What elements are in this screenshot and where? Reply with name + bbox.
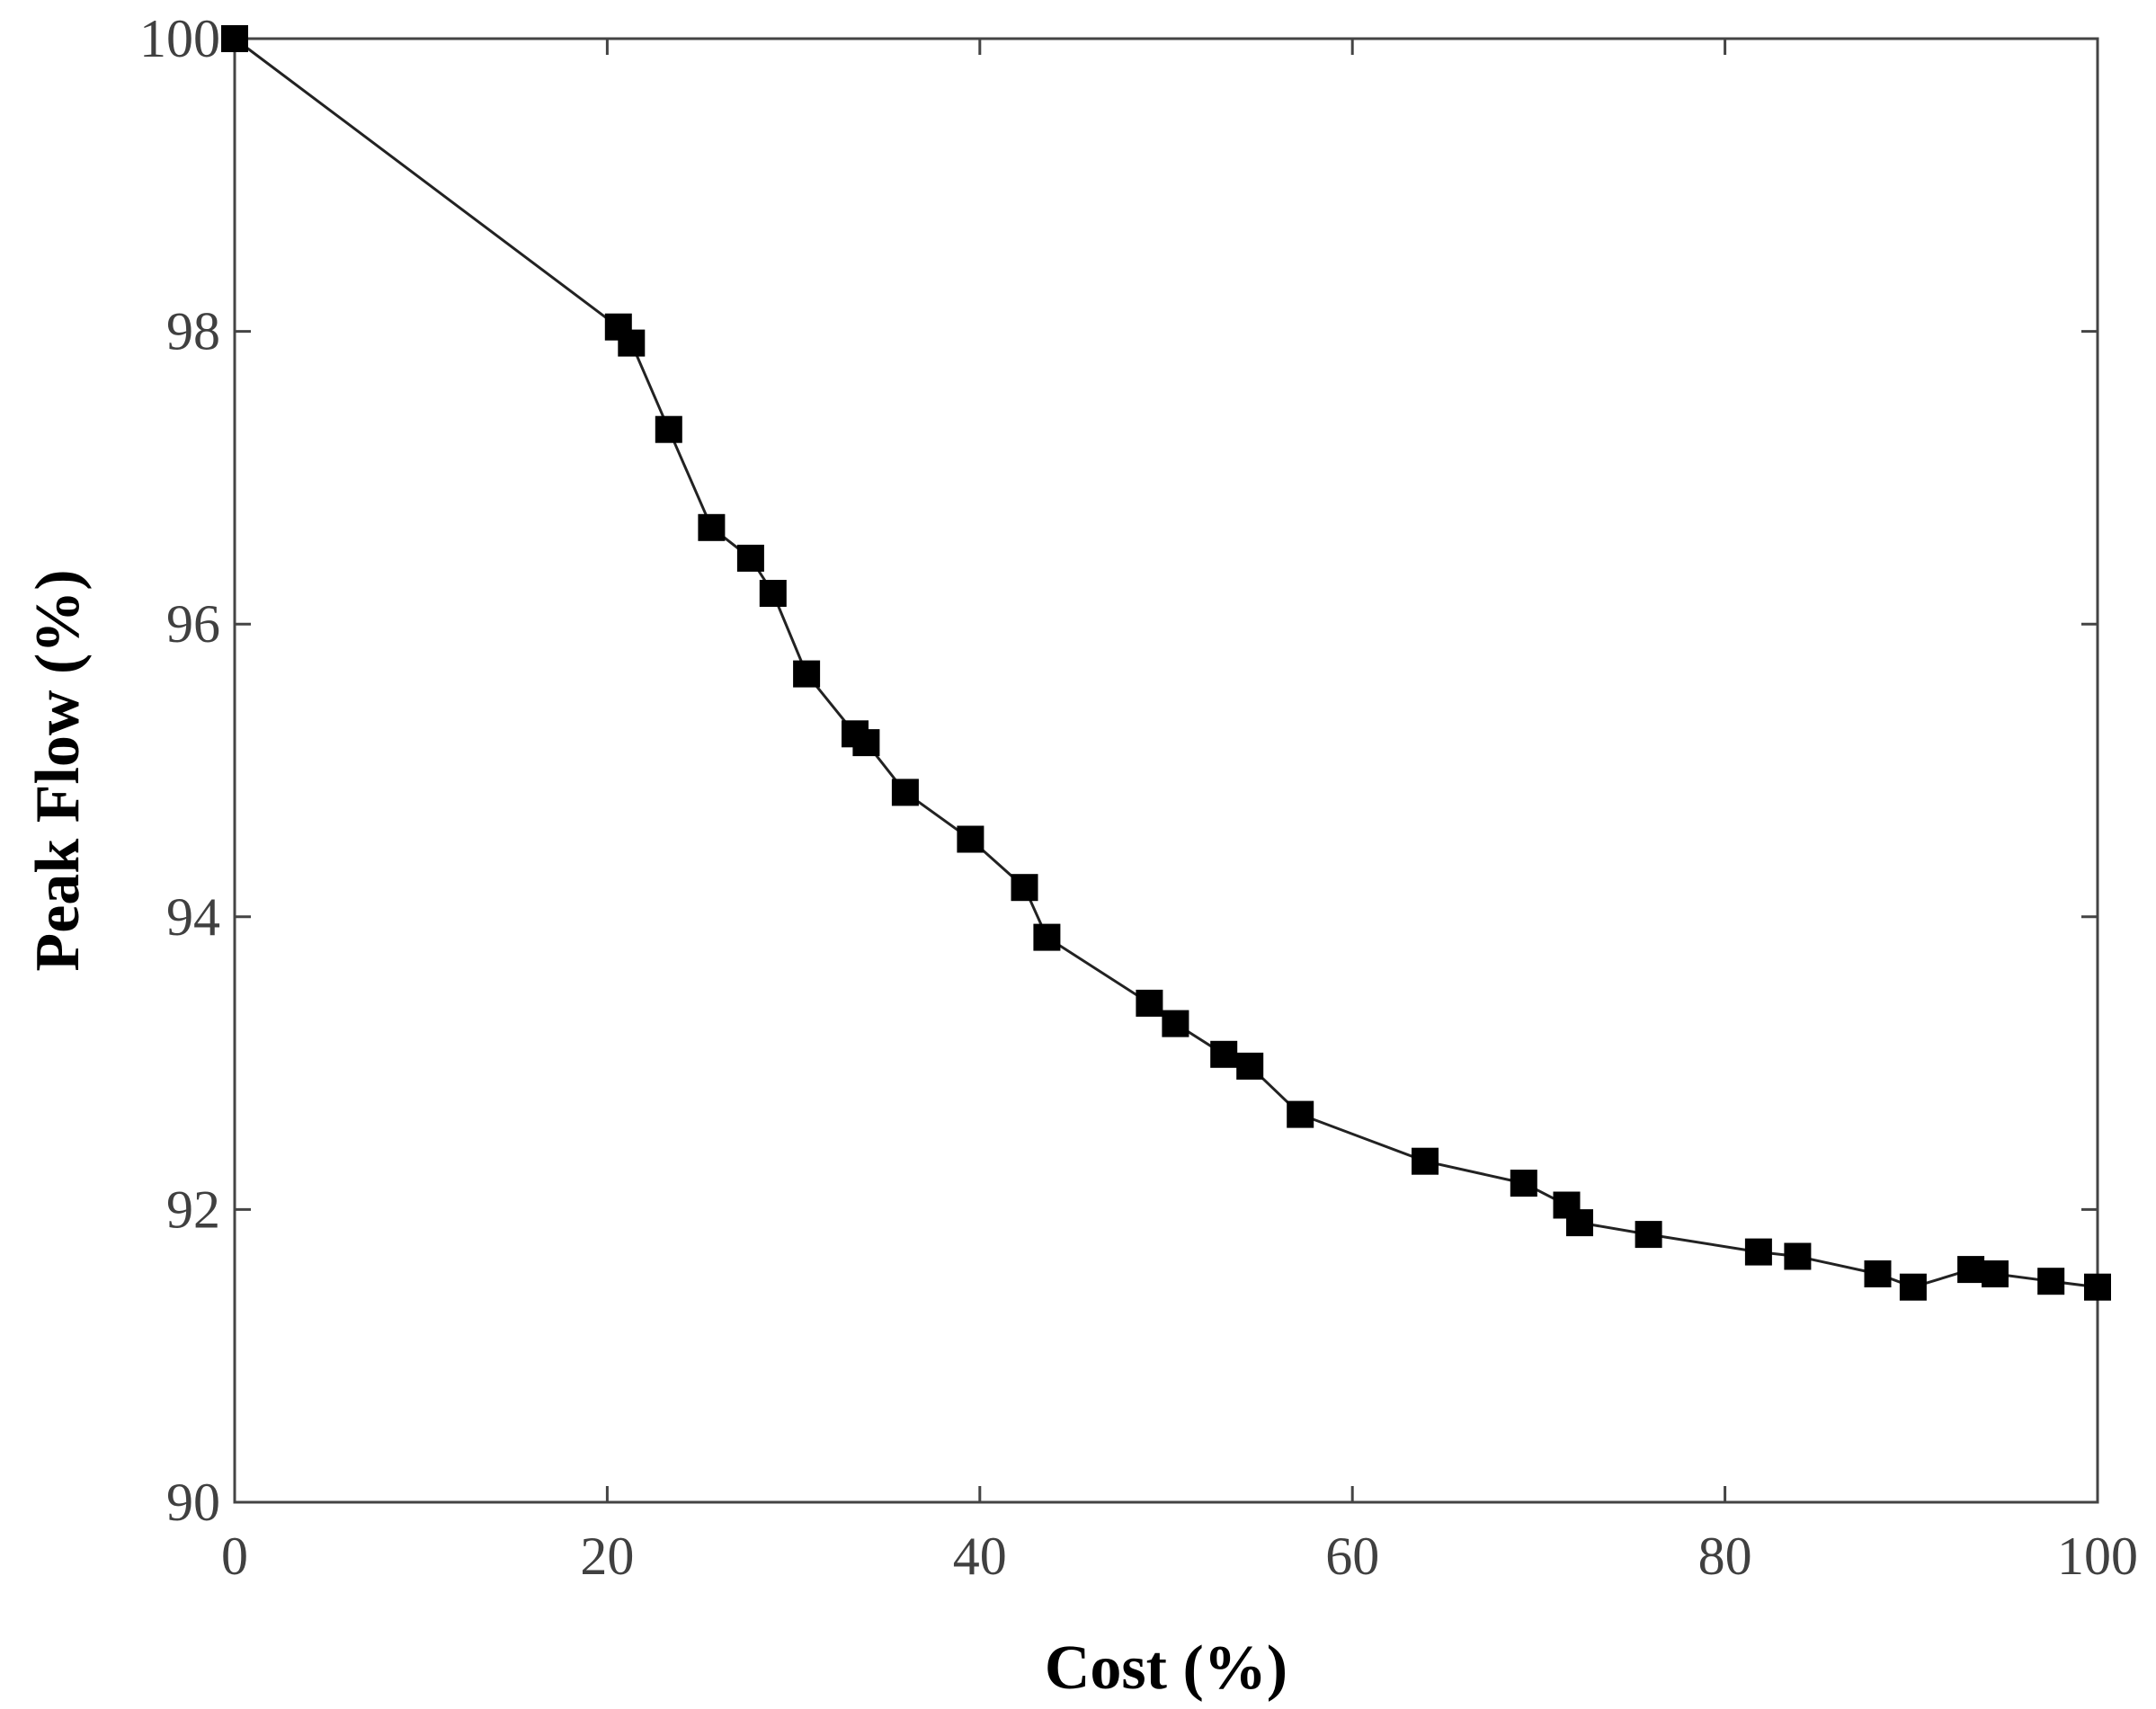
y-tick-label: 92 <box>166 1179 220 1239</box>
data-point-marker <box>1784 1242 1812 1270</box>
y-tick-label: 90 <box>166 1473 220 1532</box>
data-point-marker <box>1899 1273 1927 1301</box>
data-point-marker <box>1136 989 1163 1017</box>
data-point-marker <box>1287 1100 1314 1128</box>
y-axis-title: Peak Flow (%) <box>23 569 93 971</box>
data-point-marker <box>618 329 646 357</box>
y-tick-label: 94 <box>166 887 220 947</box>
data-point-marker <box>2084 1273 2111 1301</box>
x-tick-label: 0 <box>221 1527 248 1586</box>
data-point-marker <box>957 825 984 853</box>
data-point-marker <box>759 580 787 607</box>
x-tick-label: 40 <box>953 1527 1007 1586</box>
y-tick-label: 100 <box>139 9 220 68</box>
data-point-marker <box>1982 1260 2009 1287</box>
data-point-marker <box>2037 1268 2065 1295</box>
x-axis-title: Cost (%) <box>1045 1633 1287 1703</box>
data-point-marker <box>736 544 764 572</box>
data-point-marker <box>698 513 726 541</box>
data-point-marker <box>1957 1256 1985 1284</box>
data-point-marker <box>1635 1221 1662 1249</box>
data-point-marker <box>1011 874 1038 902</box>
axis-tick-labels: 0 20 40 60 80 100 90 92 94 96 98 100 <box>139 9 2138 1586</box>
data-point-marker <box>1033 923 1061 951</box>
data-point-marker <box>1744 1238 1772 1266</box>
data-point-marker <box>891 779 919 806</box>
x-tick-label: 100 <box>2057 1527 2138 1586</box>
x-tick-label: 80 <box>1698 1527 1752 1586</box>
x-tick-label: 60 <box>1325 1527 1379 1586</box>
y-tick-label: 98 <box>166 302 220 361</box>
data-point-marker <box>1566 1209 1593 1237</box>
data-point-marker <box>793 660 821 688</box>
plot-area <box>233 37 2099 1504</box>
data-point-marker <box>1412 1147 1439 1175</box>
data-point-marker <box>1210 1040 1238 1068</box>
data-point-marker <box>852 729 880 757</box>
x-tick-label: 20 <box>580 1527 634 1586</box>
data-point-marker <box>1864 1260 1892 1287</box>
data-point-marker <box>1510 1170 1537 1197</box>
y-tick-label: 96 <box>166 594 220 654</box>
data-point-marker <box>221 25 248 52</box>
data-point-marker <box>1162 1010 1189 1037</box>
series-markers <box>221 25 2111 1301</box>
data-point-marker <box>1236 1052 1264 1080</box>
data-point-marker <box>655 415 682 443</box>
